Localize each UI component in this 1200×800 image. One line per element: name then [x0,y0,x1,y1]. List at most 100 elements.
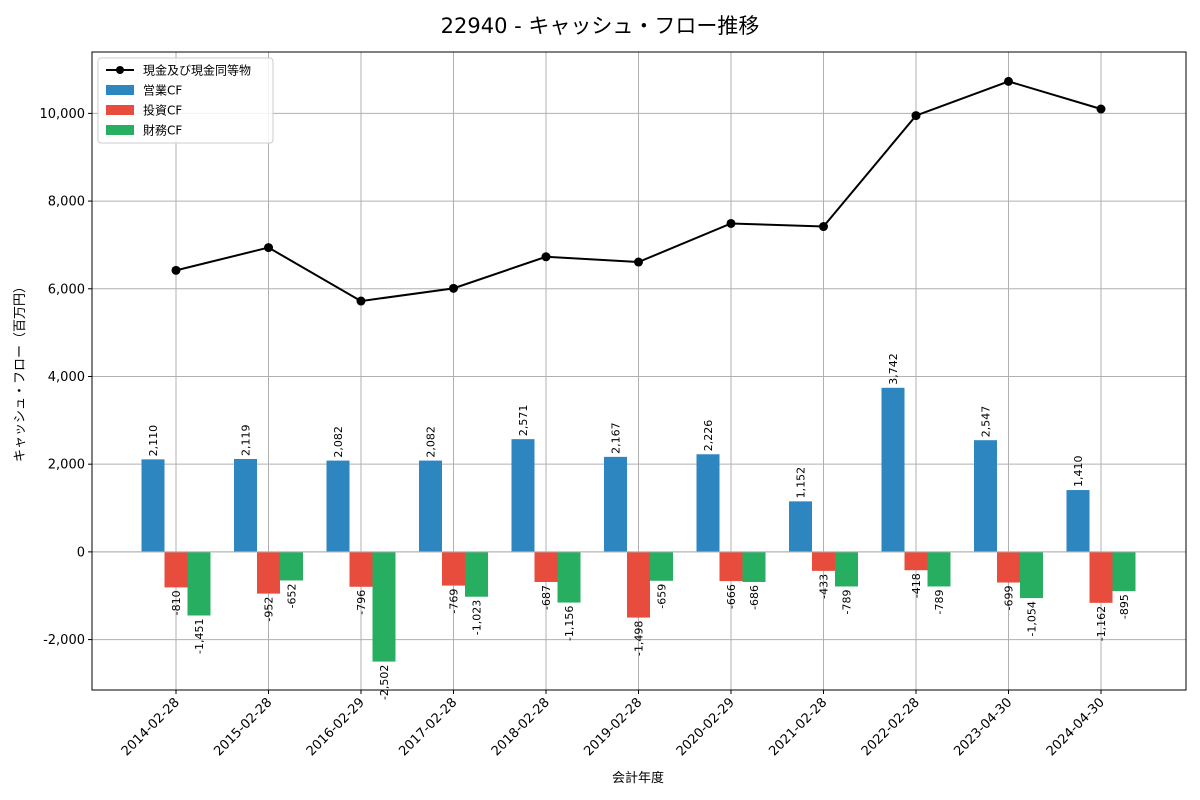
bar-financing [372,551,396,662]
bar-operating [696,454,720,552]
bar-investing [349,551,373,587]
cash-equivalents-point [1004,76,1013,86]
bar-data-label: -2,502 [378,665,391,700]
bar-data-label: -796 [355,590,368,615]
x-tick-label: 2020-02-29 [674,695,738,759]
bar-operating [604,456,627,552]
bar-financing [1020,551,1043,599]
bar-data-label: 2,167 [610,422,623,454]
bar-investing [1089,551,1113,603]
bar-data-label: 2,082 [425,426,438,458]
x-tick-label: 2014-02-28 [119,695,183,759]
cash-equivalents-point [171,265,181,275]
legend-marker-swatch [116,66,124,74]
bar-data-label: -418 [910,573,923,598]
bar-data-label: -789 [933,589,946,614]
y-tick-label: 0 [77,545,85,560]
x-tick-label: 2021-02-28 [766,695,830,759]
bar-investing [812,551,835,571]
y-tick-label: 2,000 [48,458,85,473]
cash-equivalents-point [726,218,736,228]
bar-operating [419,460,442,552]
legend-entry-label: 財務CF [143,123,182,138]
bar-data-label: -686 [748,585,761,610]
cash-equivalents-point [1096,104,1106,114]
bar-financing [742,551,766,582]
bar-data-label: -1,023 [471,600,484,635]
bar-operating [234,458,257,552]
bar-data-label: -1,054 [1026,601,1039,636]
cash-equivalents-point [541,252,551,262]
bar-data-label: 1,410 [1072,456,1085,488]
bar-data-label: -769 [448,589,461,614]
cash-equivalents-point [819,222,828,232]
y-axis-title: キャッシュ・フロー（百万円） [13,280,28,462]
cash-equivalents-point [634,257,643,267]
legend-entry-label: 営業CF [143,84,182,98]
bar-data-label: 2,082 [332,426,345,458]
bar-investing [904,551,928,571]
bar-operating [511,439,535,552]
x-tick-label: 2024-04-30 [1044,695,1108,759]
bar-investing [719,551,743,582]
bar-investing [534,551,558,583]
bar-data-label: -1,156 [563,606,576,641]
x-tick-label: 2017-02-28 [396,695,460,759]
bar-data-label: -1,162 [1095,606,1108,641]
cash-equivalents-point [356,296,366,306]
bar-data-label: -699 [1003,586,1016,611]
cash-equivalents-point [264,243,273,253]
legend-entry-label: 投資CF [143,103,182,118]
bar-investing [257,551,280,594]
y-tick-label: 4,000 [48,370,85,385]
bar-financing [187,551,211,616]
bar-investing [627,551,650,618]
bar-data-label: -652 [286,583,299,608]
bar-financing [835,551,858,587]
cash-equivalents-point [911,111,921,121]
y-tick-label: 6,000 [48,282,85,297]
x-axis-title: 会計年度 [612,770,664,786]
legend-bar-swatch [106,105,134,115]
bar-operating [974,440,997,552]
legend-box [97,57,274,144]
bar-data-label: -789 [841,589,854,614]
bar-data-label: 1,152 [795,467,808,499]
chart-title: 22940 - キャッシュ・フロー推移 [441,14,760,38]
bar-operating [141,459,165,552]
bar-data-label: -895 [1118,594,1131,619]
bar-operating [1066,490,1090,552]
bar-investing [164,551,188,588]
bar-investing [997,551,1020,583]
bar-operating [789,501,812,552]
x-tick-label: 2018-02-28 [489,695,553,759]
bar-data-label: 2,547 [980,406,993,438]
bar-data-label: -1,498 [633,621,646,656]
bar-data-label: 2,226 [702,420,715,452]
cash-equivalents-point [449,283,458,293]
x-tick-label: 2022-02-28 [859,695,923,759]
x-tick-label: 2015-02-28 [211,695,275,759]
bar-data-label: 3,742 [887,353,900,385]
bar-data-label: -952 [263,597,276,622]
bar-financing [557,551,581,603]
legend-bar-swatch [106,85,134,95]
legend-entry-label: 現金及び現金同等物 [143,63,251,78]
bar-data-label: -666 [725,584,738,609]
plot-area: 2,110 2,119 2,082 2,082 2,571 2,167 2,226 1,152… [40,51,1187,759]
bar-financing [927,551,951,587]
y-tick-label: -2,000 [43,633,85,648]
bar-data-label: 2,110 [147,425,160,457]
bar-financing [280,551,303,581]
bar-data-label: 2,571 [517,405,530,437]
y-tick-label: 8,000 [48,195,85,210]
y-tick-label: 10,000 [40,107,86,122]
bar-data-label: -1,451 [193,619,206,654]
bar-operating [881,387,905,552]
bar-data-label: -810 [170,590,183,615]
x-tick-label: 2016-02-29 [304,695,368,759]
bar-financing [650,551,673,581]
